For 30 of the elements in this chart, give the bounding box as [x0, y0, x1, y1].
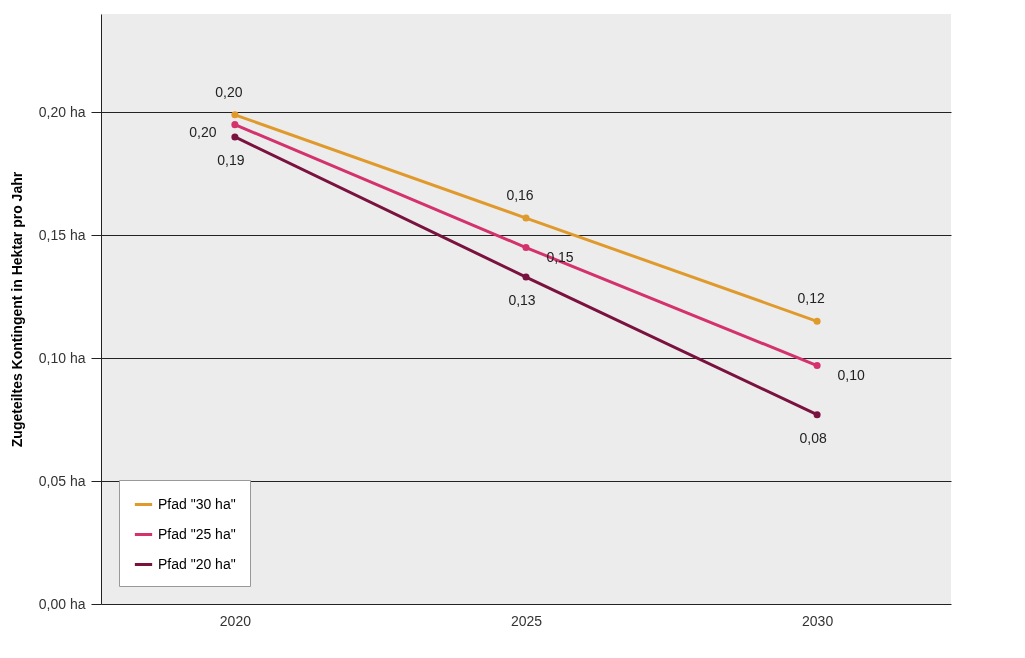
data-label: 0,08 [799, 429, 827, 446]
point [231, 111, 239, 119]
point [813, 362, 821, 370]
data-label: 0,12 [797, 290, 825, 307]
point [813, 317, 821, 325]
y-tick-label: 0,05 ha [38, 472, 86, 489]
x-tick-label: 2020 [219, 612, 252, 629]
data-label: 0,16 [506, 187, 534, 204]
y-tick-label: 0,15 ha [38, 226, 86, 243]
data-label: 0,20 [189, 123, 217, 140]
point [522, 214, 530, 222]
point [813, 411, 821, 419]
point [522, 273, 530, 281]
legend-label: Pfad "20 ha" [158, 555, 236, 572]
point [231, 133, 239, 141]
legend-label: Pfad "30 ha" [158, 495, 236, 512]
y-tick-label: 0,20 ha [38, 103, 86, 120]
data-label: 0,13 [508, 292, 536, 309]
data-label: 0,19 [217, 151, 245, 168]
point [231, 121, 239, 129]
x-tick-label: 2025 [510, 612, 543, 629]
legend-label: Pfad "25 ha" [158, 525, 236, 542]
data-label: 0,15 [546, 248, 574, 265]
x-tick-label: 2030 [802, 612, 834, 629]
data-label: 0,20 [215, 83, 243, 100]
point [522, 244, 530, 252]
y-axis-title: Zugeteiltes Kontingent in Hektar pro Jahr [8, 171, 25, 448]
y-tick-label: 0,00 ha [38, 595, 86, 612]
y-tick-label: 0,10 ha [38, 349, 86, 366]
data-label: 0,10 [837, 366, 865, 383]
